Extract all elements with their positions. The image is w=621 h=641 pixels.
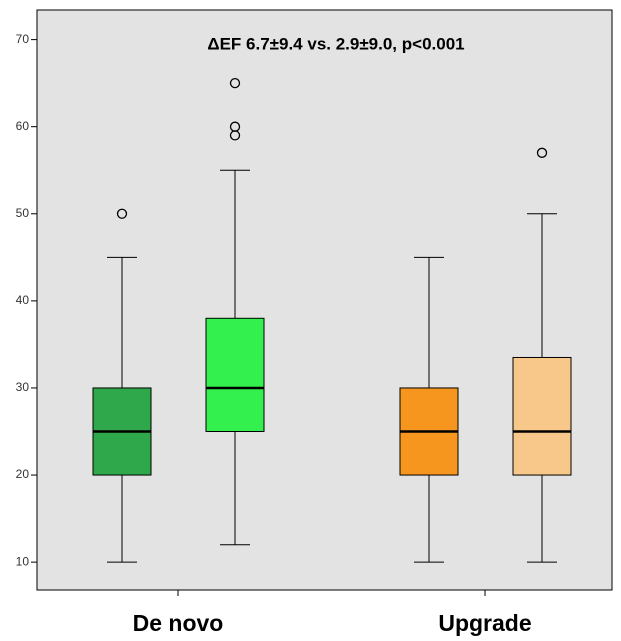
y-tick-label: 30 — [16, 380, 30, 394]
x-tick-label: De novo — [133, 610, 224, 636]
outlier — [116, 208, 128, 219]
y-tick-label: 70 — [16, 32, 30, 46]
outlier — [229, 78, 241, 89]
x-tick-label: Upgrade — [438, 610, 531, 636]
y-tick-label: 20 — [16, 467, 30, 481]
box — [512, 356, 572, 476]
box — [205, 317, 265, 433]
y-tick-label: 60 — [16, 119, 30, 133]
y-tick-label: 40 — [16, 293, 30, 307]
annotation: ΔEF 6.7±9.4 vs. 2.9±9.0, p<0.001 — [207, 34, 464, 53]
outlier — [229, 121, 241, 132]
y-tick-label: 50 — [16, 206, 30, 220]
outlier — [536, 147, 548, 158]
plot-area — [36, 9, 613, 591]
y-tick-label: 10 — [16, 554, 30, 568]
